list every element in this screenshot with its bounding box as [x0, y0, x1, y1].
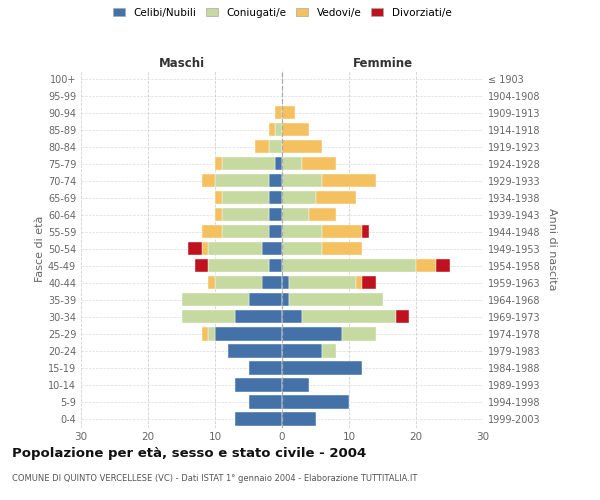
Bar	[269, 259, 282, 272]
Text: Maschi: Maschi	[158, 57, 205, 70]
Bar	[282, 327, 343, 340]
Bar	[248, 396, 282, 408]
Bar	[182, 310, 235, 324]
Bar	[248, 293, 282, 306]
Bar	[208, 327, 215, 340]
Bar	[248, 362, 282, 374]
Bar	[255, 140, 269, 153]
Bar	[269, 225, 282, 238]
Bar	[222, 225, 269, 238]
Bar	[208, 259, 269, 272]
Bar	[282, 140, 322, 153]
Bar	[343, 327, 376, 340]
Bar	[208, 242, 262, 256]
Bar	[356, 276, 362, 289]
Bar	[302, 310, 396, 324]
Bar	[322, 174, 376, 188]
Bar	[362, 225, 369, 238]
Bar	[215, 327, 282, 340]
Bar	[269, 191, 282, 204]
Legend: Celibi/Nubili, Coniugati/e, Vedovi/e, Divorziati/e: Celibi/Nubili, Coniugati/e, Vedovi/e, Di…	[113, 8, 451, 18]
Bar	[222, 208, 269, 222]
Bar	[269, 208, 282, 222]
Bar	[436, 259, 449, 272]
Bar	[282, 208, 309, 222]
Y-axis label: Fasce di età: Fasce di età	[35, 216, 45, 282]
Bar	[282, 191, 316, 204]
Bar	[275, 123, 282, 136]
Bar	[215, 276, 262, 289]
Bar	[282, 276, 289, 289]
Bar	[215, 208, 222, 222]
Bar	[282, 174, 322, 188]
Bar	[222, 157, 275, 170]
Bar	[275, 157, 282, 170]
Bar	[396, 310, 409, 324]
Bar	[282, 106, 295, 119]
Bar	[322, 344, 335, 358]
Bar	[195, 259, 208, 272]
Bar	[182, 293, 248, 306]
Bar	[282, 242, 322, 256]
Bar	[282, 362, 362, 374]
Bar	[282, 344, 322, 358]
Bar	[269, 174, 282, 188]
Bar	[302, 157, 335, 170]
Bar	[269, 140, 282, 153]
Bar	[188, 242, 202, 256]
Bar	[215, 157, 222, 170]
Bar	[269, 123, 275, 136]
Bar	[202, 174, 215, 188]
Bar	[235, 378, 282, 392]
Bar	[222, 191, 269, 204]
Text: COMUNE DI QUINTO VERCELLESE (VC) - Dati ISTAT 1° gennaio 2004 - Elaborazione TUT: COMUNE DI QUINTO VERCELLESE (VC) - Dati …	[12, 474, 418, 483]
Bar	[282, 157, 302, 170]
Bar	[202, 327, 208, 340]
Bar	[322, 225, 362, 238]
Bar	[229, 344, 282, 358]
Bar	[262, 276, 282, 289]
Bar	[282, 225, 322, 238]
Bar	[289, 276, 356, 289]
Bar	[289, 293, 383, 306]
Y-axis label: Anni di nascita: Anni di nascita	[547, 208, 557, 290]
Bar	[362, 276, 376, 289]
Text: Popolazione per età, sesso e stato civile - 2004: Popolazione per età, sesso e stato civil…	[12, 448, 366, 460]
Bar	[282, 396, 349, 408]
Bar	[282, 259, 416, 272]
Bar	[202, 242, 208, 256]
Bar	[282, 412, 316, 426]
Bar	[235, 412, 282, 426]
Bar	[235, 310, 282, 324]
Bar	[316, 191, 356, 204]
Bar	[416, 259, 436, 272]
Bar	[282, 123, 309, 136]
Bar	[215, 174, 269, 188]
Bar	[208, 276, 215, 289]
Bar	[309, 208, 335, 222]
Bar	[282, 293, 289, 306]
Bar	[262, 242, 282, 256]
Bar	[282, 310, 302, 324]
Bar	[202, 225, 222, 238]
Text: Femmine: Femmine	[352, 57, 413, 70]
Bar	[282, 378, 309, 392]
Bar	[275, 106, 282, 119]
Bar	[215, 191, 222, 204]
Bar	[322, 242, 362, 256]
